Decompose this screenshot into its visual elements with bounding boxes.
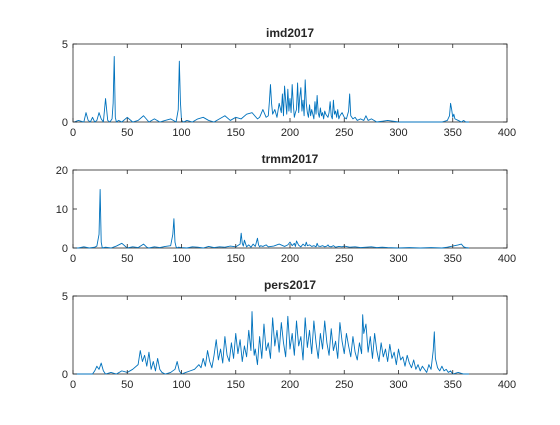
x-tick-label: 350 bbox=[444, 253, 462, 265]
x-tick-label: 400 bbox=[498, 127, 516, 139]
x-tick-label: 250 bbox=[335, 379, 353, 391]
y-tick-label: 0 bbox=[62, 369, 68, 381]
axes-box bbox=[72, 169, 508, 249]
x-tick-label: 100 bbox=[172, 379, 190, 391]
x-tick-label: 300 bbox=[389, 379, 407, 391]
x-tick-label: 300 bbox=[389, 253, 407, 265]
x-tick-label: 250 bbox=[335, 253, 353, 265]
series-line-1 bbox=[74, 311, 470, 375]
chart-title: trmm2017 bbox=[262, 152, 319, 166]
x-tick-label: 100 bbox=[172, 127, 190, 139]
series-line-1 bbox=[73, 56, 470, 123]
x-tick-label: 50 bbox=[121, 379, 133, 391]
x-tick-label: 350 bbox=[444, 127, 462, 139]
x-tick-label: 400 bbox=[498, 379, 516, 391]
x-tick-label: 50 bbox=[121, 127, 133, 139]
y-tick-label: 0 bbox=[62, 117, 68, 129]
y-tick-label: 5 bbox=[62, 291, 68, 303]
x-tick-label: 400 bbox=[498, 253, 516, 265]
series-line-1 bbox=[74, 189, 470, 249]
chart-title: pers2017 bbox=[264, 278, 316, 292]
x-tick-label: 200 bbox=[281, 253, 299, 265]
subplot-1: 0 50 100 150 200 250 300 350 400 0 5 imd2017 bbox=[62, 26, 516, 139]
x-tick-label: 150 bbox=[227, 253, 245, 265]
y-tick-label: 0 bbox=[62, 243, 68, 255]
x-tick-label: 200 bbox=[281, 379, 299, 391]
x-tick-label: 50 bbox=[121, 253, 133, 265]
subplot-3: 0 50 100 150 200 250 300 350 400 0 5 pers2017 bbox=[62, 278, 516, 391]
chart-title: imd2017 bbox=[266, 26, 314, 40]
x-tick-label: 200 bbox=[281, 127, 299, 139]
x-tick-label: 0 bbox=[70, 253, 76, 265]
x-tick-label: 0 bbox=[70, 379, 76, 391]
y-tick-label: 10 bbox=[56, 204, 68, 216]
x-tick-label: 0 bbox=[70, 127, 76, 139]
x-tick-label: 300 bbox=[389, 127, 407, 139]
x-tick-label: 150 bbox=[227, 127, 245, 139]
axes-box bbox=[72, 43, 508, 123]
x-tick-label: 150 bbox=[227, 379, 245, 391]
y-tick-label: 20 bbox=[56, 165, 68, 177]
y-tick-label: 5 bbox=[62, 39, 68, 51]
x-tick-label: 350 bbox=[444, 379, 462, 391]
x-tick-label: 100 bbox=[172, 253, 190, 265]
subplot-2: 0 50 100 150 200 250 300 350 400 0 10 20 trmm2017 bbox=[56, 152, 516, 265]
x-tick-label: 250 bbox=[335, 127, 353, 139]
